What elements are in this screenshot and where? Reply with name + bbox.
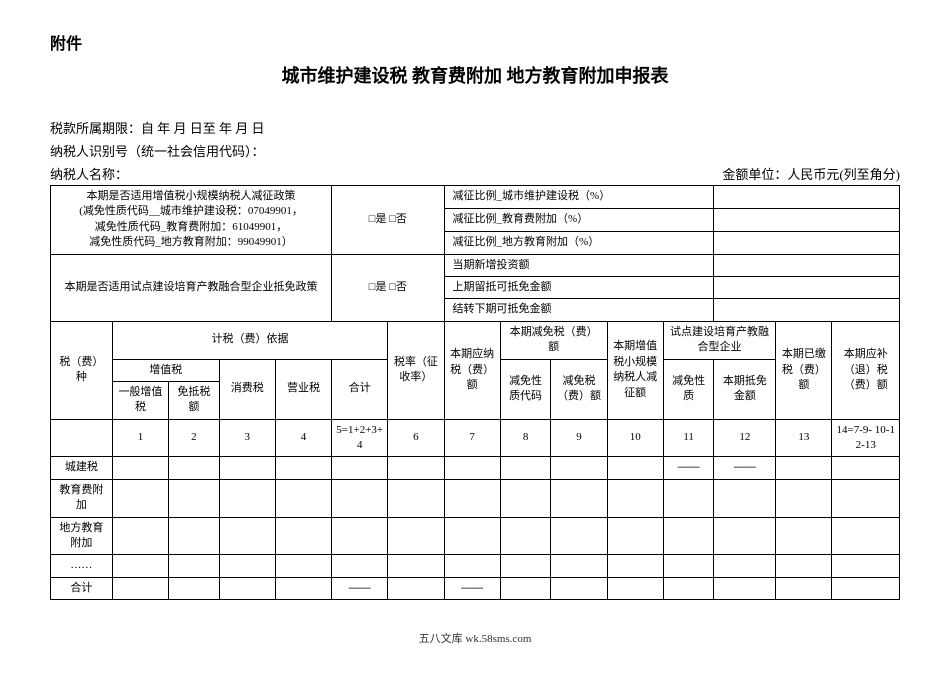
row-local-edu: 地方教育附加 xyxy=(51,517,900,555)
q2-yesno[interactable]: □是 □否 xyxy=(332,254,444,321)
attachment-label: 附件 xyxy=(50,30,900,54)
row-label: …… xyxy=(51,555,113,577)
hdr-red-code: 减免性质代码 xyxy=(500,359,551,419)
ratio-edu: 减征比例_教育费附加（%） xyxy=(444,208,714,231)
hdr-paid: 本期已缴税（费）额 xyxy=(776,321,832,419)
hdr-consumption: 消费税 xyxy=(219,359,275,419)
q1-cell: 本期是否适用增值税小规模纳税人减征政策 (减免性质代码__城市维护建设税：070… xyxy=(51,186,332,255)
hdr-vat: 增值税 xyxy=(112,359,219,381)
hdr-tax-type: 税（费）种 xyxy=(51,321,113,419)
hdr-rate: 税率（征收率） xyxy=(388,321,444,419)
row-total: 合计 —— —— xyxy=(51,577,900,599)
dash-cell: —— xyxy=(663,457,714,479)
colnum-8: 8 xyxy=(500,419,551,457)
colnum-9: 9 xyxy=(551,419,607,457)
colnum-1: 1 xyxy=(112,419,168,457)
new-invest-val[interactable] xyxy=(714,254,900,276)
q2-cell: 本期是否适用试点建设培育产教融合型企业抵免政策 xyxy=(51,254,332,321)
colnum-12: 12 xyxy=(714,419,776,457)
taxpayer-id-label: 纳税人识别号（统一社会信用代码）： xyxy=(50,141,900,160)
colnum-14: 14=7-9- 10-12-13 xyxy=(832,419,900,457)
hdr-refund: 本期应补（退）税（费）额 xyxy=(832,321,900,419)
hdr-basis: 计税（费）依据 xyxy=(112,321,387,359)
colnum-6: 6 xyxy=(388,419,444,457)
carry-credit: 结转下期可抵免金额 xyxy=(444,299,714,321)
colnum-5: 5=1+2+3+4 xyxy=(332,419,388,457)
hdr-pilot-nature: 减免性质 xyxy=(663,359,714,419)
row-edu-fee: 教育费附 加 xyxy=(51,479,900,517)
prev-credit-val[interactable] xyxy=(714,276,900,298)
hdr-reduction: 本期减免税（费）额 xyxy=(500,321,607,359)
colnum-11: 11 xyxy=(663,419,714,457)
row-ellipsis: …… xyxy=(51,555,900,577)
ratio-edu-val[interactable] xyxy=(714,208,900,231)
hdr-payable: 本期应纳税（费）额 xyxy=(444,321,500,419)
row-label: 教育费附 加 xyxy=(51,479,113,517)
colnum-blank xyxy=(51,419,113,457)
hdr-red-amt: 减免税（费）额 xyxy=(551,359,607,419)
row-label: 地方教育附加 xyxy=(51,517,113,555)
hdr-total: 合计 xyxy=(332,359,388,419)
dash-cell: —— xyxy=(444,577,500,599)
hdr-general-vat: 一般增值税 xyxy=(112,381,168,419)
colnum-4: 4 xyxy=(275,419,331,457)
period-label: 税款所属期限：自 年 月 日至 年 月 日 xyxy=(50,118,900,137)
row-label: 合计 xyxy=(51,577,113,599)
ratio-city-val[interactable] xyxy=(714,186,900,209)
footer-text: 五八文库 wk.58sms.com xyxy=(50,630,900,646)
colnum-13: 13 xyxy=(776,419,832,457)
page-title: 城市维护建设税 教育费附加 地方教育附加申报表 xyxy=(50,62,900,88)
new-invest: 当期新增投资额 xyxy=(444,254,714,276)
ratio-city: 减征比例_城市维护建设税（%） xyxy=(444,186,714,209)
hdr-pilot: 试点建设培育产教融合型企业 xyxy=(663,321,775,359)
q1-yesno[interactable]: □是 □否 xyxy=(332,186,444,255)
hdr-business: 营业税 xyxy=(275,359,331,419)
prev-credit: 上期留抵可抵免金额 xyxy=(444,276,714,298)
hdr-small-scale: 本期增值税小规模纳税人减征额 xyxy=(607,321,663,419)
declaration-table: 本期是否适用增值税小规模纳税人减征政策 (减免性质代码__城市维护建设税：070… xyxy=(50,185,900,600)
row-label: 城建税 xyxy=(51,457,113,479)
hdr-exempt: 免抵税额 xyxy=(169,381,220,419)
colnum-3: 3 xyxy=(219,419,275,457)
taxpayer-name-label: 纳税人名称： xyxy=(50,164,128,183)
dash-cell: —— xyxy=(332,577,388,599)
carry-credit-val[interactable] xyxy=(714,299,900,321)
colnum-10: 10 xyxy=(607,419,663,457)
ratio-local: 减征比例_地方教育附加（%） xyxy=(444,231,714,254)
currency-label: 金额单位：人民币元(列至角分) xyxy=(722,164,900,183)
hdr-pilot-amt: 本期抵免金额 xyxy=(714,359,776,419)
row-city-tax: 城建税 —— —— xyxy=(51,457,900,479)
ratio-local-val[interactable] xyxy=(714,231,900,254)
dash-cell: —— xyxy=(714,457,776,479)
colnum-7: 7 xyxy=(444,419,500,457)
colnum-2: 2 xyxy=(169,419,220,457)
